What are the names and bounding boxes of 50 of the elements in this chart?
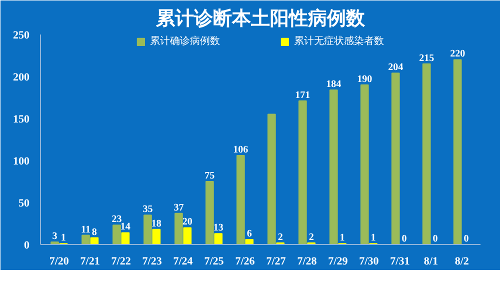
data-label: 106	[233, 144, 248, 156]
y-tick-label: 200	[13, 72, 30, 84]
data-label: 184	[326, 78, 342, 90]
data-label: 13	[213, 222, 224, 234]
data-label: 0	[432, 234, 438, 244]
legend-label: 累计确诊病例数	[150, 34, 220, 48]
data-label: 35	[142, 204, 153, 216]
x-tick-label: 8/2	[454, 256, 470, 268]
x-tick-label: 7/26	[235, 256, 256, 268]
data-label: 23	[112, 214, 122, 226]
data-label: 204	[388, 62, 404, 74]
data-label: 20	[182, 216, 192, 228]
data-label: 190	[357, 74, 372, 85]
data-label: 0	[464, 234, 469, 244]
x-tick-label: 7/29	[328, 256, 348, 268]
data-label: 6	[246, 228, 252, 240]
x-tick-label: 8/1	[424, 256, 438, 268]
data-label: 2	[278, 232, 283, 243]
chart-title: 累计诊断本土阳性病例数	[155, 8, 366, 30]
data-label: 1	[60, 232, 66, 244]
x-tick-label: 7/25	[204, 256, 224, 268]
x-tick-label: 7/23	[142, 256, 162, 268]
data-label: 18	[151, 218, 162, 230]
y-tick-label: 250	[13, 30, 30, 42]
x-tick-label: 7/20	[49, 256, 70, 268]
y-tick-label: 100	[13, 156, 30, 168]
data-label: 14	[120, 222, 130, 233]
x-tick-label: 7/27	[266, 256, 286, 268]
data-label: 1	[370, 232, 376, 244]
y-tick-label: 50	[18, 198, 30, 210]
data-label: 220	[450, 48, 466, 60]
data-label: 11	[81, 224, 90, 236]
x-tick-label: 7/31	[390, 256, 410, 268]
y-tick-label: 0	[24, 240, 30, 252]
x-tick-label: 7/24	[173, 256, 194, 268]
x-tick-label: 7/22	[111, 256, 132, 268]
data-label: 215	[419, 52, 434, 64]
data-label: 2	[308, 232, 314, 243]
data-label: 1	[340, 232, 345, 244]
x-tick-label: 7/28	[297, 256, 318, 268]
data-label: 171	[295, 90, 310, 101]
legend-label: 累计无症状感染者数	[294, 34, 384, 48]
data-label: 37	[174, 202, 184, 214]
x-tick-label: 7/21	[80, 256, 100, 268]
data-label: 0	[402, 234, 407, 244]
data-label: 3	[52, 230, 58, 242]
x-tick-label: 7/30	[359, 256, 380, 268]
data-label: 75	[204, 170, 215, 182]
y-tick-label: 150	[13, 114, 30, 126]
data-label: 8	[92, 226, 97, 238]
